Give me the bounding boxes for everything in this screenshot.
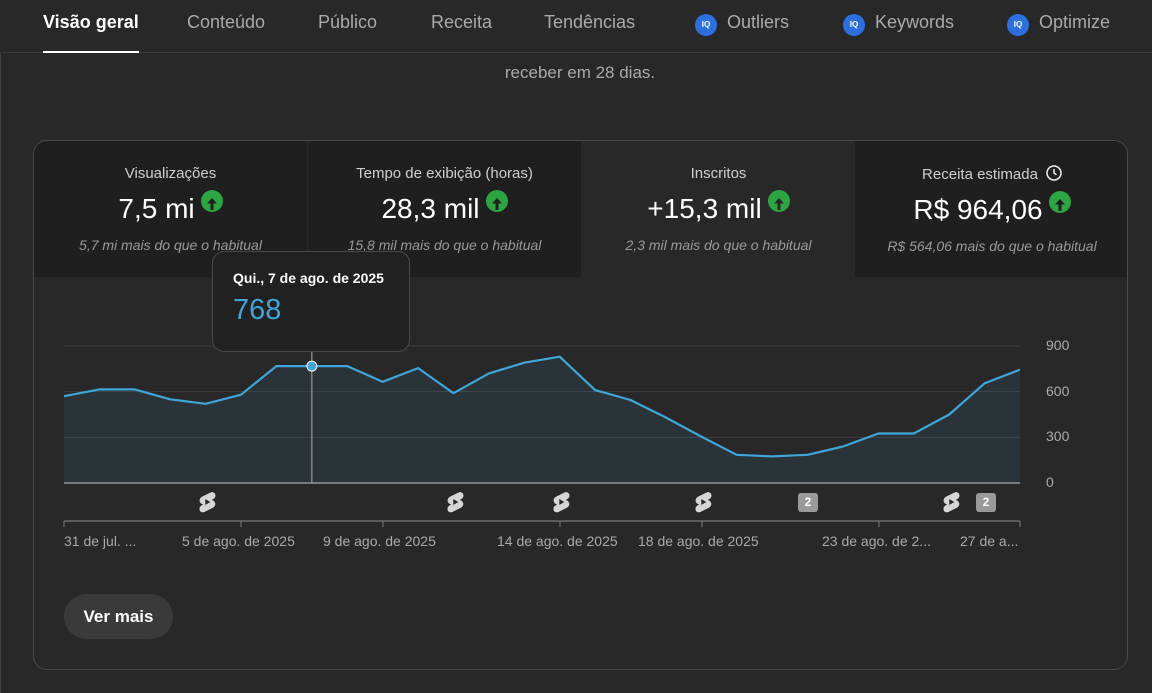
clock-icon [1046, 165, 1062, 181]
trend-up-icon [1048, 191, 1071, 213]
x-axis-tick-label: 18 de ago. de 2025 [638, 533, 759, 549]
tab-outliers[interactable]: IQ Outliers [695, 12, 789, 36]
chart-tooltip: Qui., 7 de ago. de 2025 768 [212, 251, 410, 352]
tab-label: Keywords [875, 12, 955, 32]
metric-comparison: 5,7 mi mais do que o habitual [79, 237, 262, 253]
metric-comparison: R$ 564,06 mais do que o habitual [887, 238, 1097, 254]
trend-up-icon [200, 190, 223, 212]
metric-value: R$ 964,06 [913, 194, 1043, 225]
metric-value: 28,3 mil [381, 193, 480, 224]
y-axis-tick-label: 600 [1046, 382, 1070, 399]
count-badge[interactable]: 2 [798, 493, 818, 512]
metric-subscribers[interactable]: Inscritos +15,3 mil 2,3 mil mais do que … [582, 141, 855, 277]
tab-optimize[interactable]: IQ Optimize [1007, 12, 1110, 36]
tab-label: Outliers [727, 12, 790, 32]
metric-value: +15,3 mil [647, 193, 762, 224]
shorts-icon[interactable] [693, 491, 713, 513]
x-axis-tick-label: 31 de jul. ... [64, 533, 137, 549]
x-axis-tick-label: 23 de ago. de 2... [822, 533, 931, 549]
tooltip-date: Qui., 7 de ago. de 2025 [233, 270, 384, 286]
tab-label: Visão geral [43, 12, 139, 32]
metric-comparison: 15,8 mil mais do que o habitual [347, 237, 542, 253]
x-axis-tick-label: 27 de a... [960, 533, 1019, 549]
tooltip-value: 768 [233, 294, 282, 326]
x-axis-tick-label: 14 de ago. de 2025 [497, 533, 618, 549]
tab-label: Conteúdo [187, 12, 266, 32]
metric-comparison: 2,3 mil mais do que o habitual [625, 237, 812, 253]
tab-label: Receita [431, 12, 493, 32]
x-axis-tick-label: 9 de ago. de 2025 [323, 533, 436, 549]
iq-badge-icon: IQ [1007, 14, 1029, 36]
tab-content[interactable]: Conteúdo [187, 12, 265, 33]
tab-keywords[interactable]: IQ Keywords [843, 12, 954, 36]
iq-badge-icon: IQ [843, 14, 865, 36]
metric-label: Tempo de exibição (horas) [356, 165, 533, 182]
chart-highlight-point [306, 360, 318, 372]
overview-card: Visualizações 7,5 mi 5,7 mi mais do que … [33, 140, 1128, 670]
shorts-icon[interactable] [941, 491, 961, 513]
x-axis-tick-label: 5 de ago. de 2025 [182, 533, 295, 549]
metric-revenue[interactable]: Receita estimada R$ 964,06 R$ 564,06 mai… [855, 141, 1127, 277]
chart-area-fill [64, 356, 1020, 483]
analytics-tabs: Visão geral Conteúdo Público Receita Ten… [0, 0, 1152, 53]
trend-up-icon [767, 190, 790, 212]
metrics-row: Visualizações 7,5 mi 5,7 mi mais do que … [34, 141, 1127, 277]
y-axis-tick-label: 0 [1046, 474, 1054, 490]
tab-revenue[interactable]: Receita [431, 12, 492, 33]
intro-text: receber em 28 dias. [504, 63, 656, 82]
tab-trends[interactable]: Tendências [544, 12, 635, 33]
tab-overview[interactable]: Visão geral [43, 12, 139, 53]
metric-label: Inscritos [690, 165, 747, 182]
trend-up-icon [485, 190, 508, 212]
left-divider [0, 53, 1, 693]
tab-label: Tendências [544, 12, 636, 32]
y-axis-tick-label: 900 [1046, 337, 1070, 353]
tab-label: Público [318, 12, 378, 32]
metric-value: 7,5 mi [118, 193, 195, 224]
shorts-icon[interactable] [551, 491, 571, 513]
metric-label: Visualizações [124, 165, 217, 182]
iq-badge-icon: IQ [695, 14, 717, 36]
tab-label: Optimize [1039, 12, 1111, 32]
shorts-icon[interactable] [197, 491, 217, 513]
tab-audience[interactable]: Público [318, 12, 377, 33]
shorts-icon[interactable] [445, 491, 465, 513]
chart-series-line [63, 355, 1021, 458]
metric-label: Receita estimada [922, 166, 1038, 183]
see-more-button[interactable]: Ver mais [64, 594, 173, 639]
y-axis-tick-label: 300 [1046, 428, 1070, 445]
count-badge[interactable]: 2 [976, 493, 996, 512]
